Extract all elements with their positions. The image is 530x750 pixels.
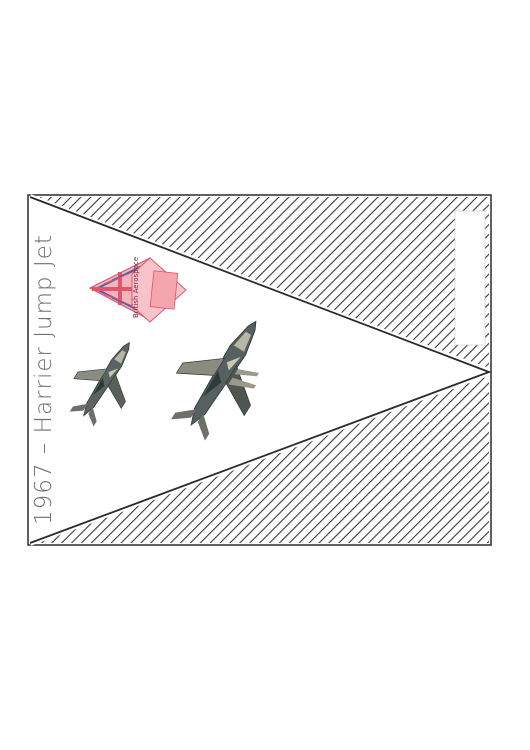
pennant-caption: 1967 – Harrier Jump Jet [31,234,57,525]
badge-text: British Aerospace [132,257,140,318]
british-aerospace-badge-drawing: British Aerospace [131,257,187,323]
harrier-jet-small-image [69,341,130,427]
pennant-triangle-outline [29,196,492,544]
harrier-jet-large-image [171,320,260,441]
pennant-border-frame [27,194,492,546]
pennant-hanging-tab [454,210,486,346]
